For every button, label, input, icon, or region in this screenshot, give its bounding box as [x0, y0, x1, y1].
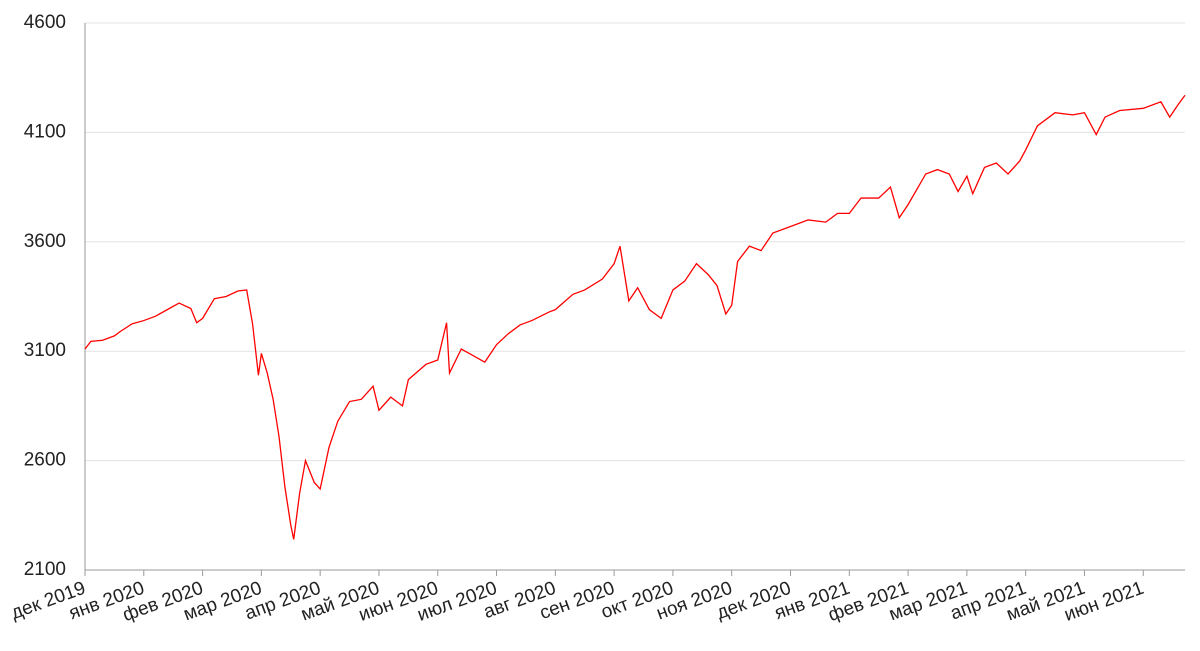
y-tick-label: 4100	[24, 121, 66, 142]
y-tick-label: 2100	[24, 559, 66, 580]
line-series	[84, 94, 1186, 540]
y-tick-label: 3100	[24, 340, 66, 361]
y-tick-label: 3600	[24, 231, 66, 252]
y-tick-label: 4600	[24, 12, 66, 33]
y-tick-label: 2600	[24, 450, 66, 471]
